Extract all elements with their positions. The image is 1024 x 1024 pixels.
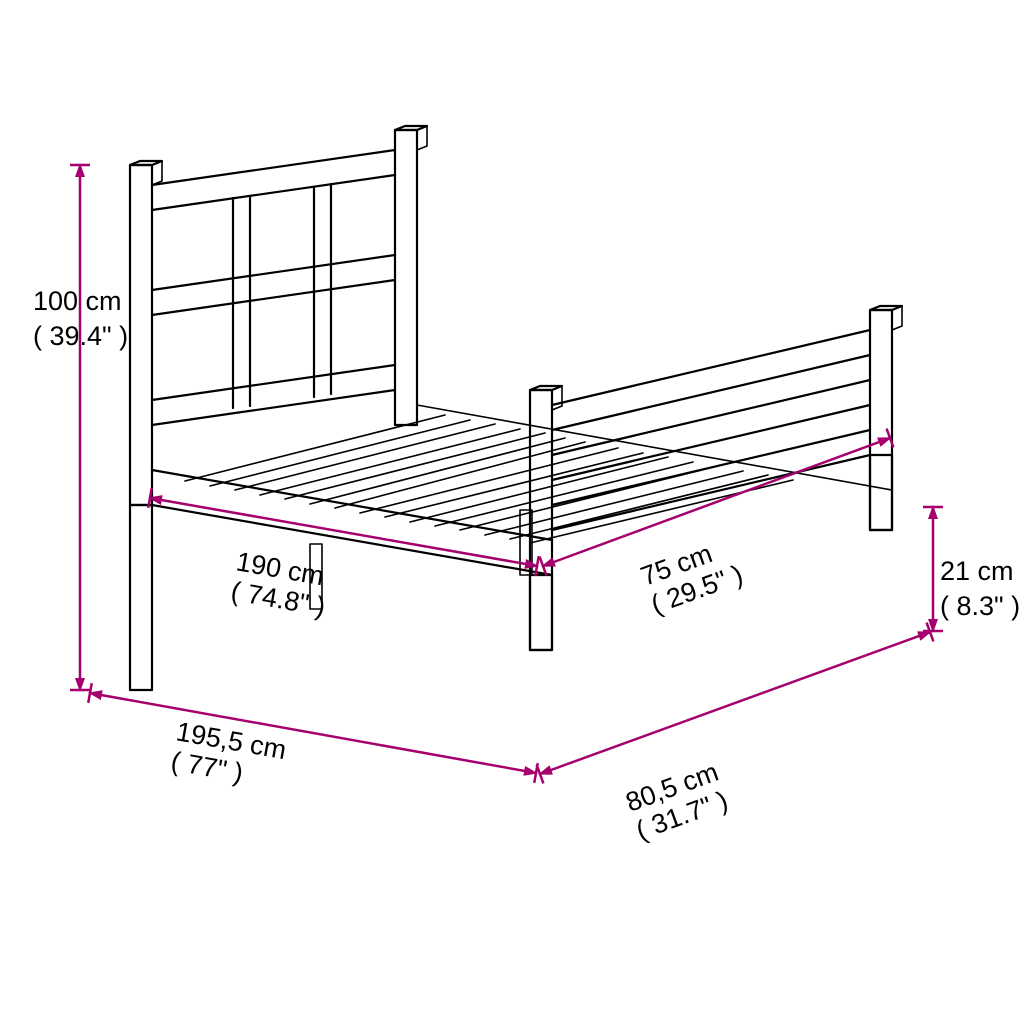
- dim-label-width_total: 80,5 cm( 31.7" ): [622, 757, 733, 846]
- dimension-lines: [70, 165, 943, 783]
- dim-label-cm: 21 cm: [940, 556, 1014, 586]
- dim-label-height_base: 21 cm ( 8.3" ): [940, 556, 1020, 621]
- dim-line-length_total: [90, 693, 536, 773]
- dimension-labels: 100 cm ( 39.4" ) 190 cm( 74.8" ) 195,5 cm( …: [33, 286, 1020, 846]
- dim-label-length_total: 195,5 cm( 77" ): [169, 716, 289, 794]
- dim-line-width_total: [540, 632, 930, 774]
- dim-label-cm: 100 cm: [33, 286, 122, 316]
- dim-label-length_inner: 190 cm( 74.8" ): [229, 546, 333, 622]
- dim-line-length_inner: [150, 498, 537, 566]
- dim-line-width_inner: [543, 438, 890, 566]
- dim-label-in: ( 8.3" ): [940, 591, 1020, 621]
- dimension-diagram: 100 cm ( 39.4" ) 190 cm( 74.8" ) 195,5 cm( …: [0, 0, 1024, 1024]
- dim-label-in: ( 39.4" ): [33, 321, 128, 351]
- dim-label-width_inner: 75 cm( 29.5" ): [637, 531, 747, 620]
